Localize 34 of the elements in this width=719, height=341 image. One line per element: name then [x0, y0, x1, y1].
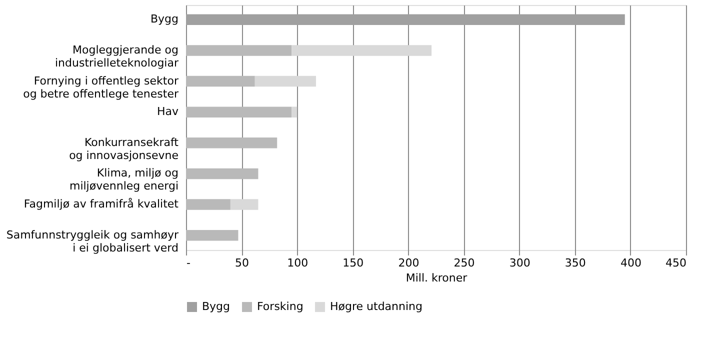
- legend-label: Høgre utdanning: [330, 300, 422, 313]
- y-tick-label: Mogleggjerande og industrielleteknologiar: [55, 43, 179, 70]
- bar: [230, 199, 258, 210]
- y-tick-label: Klima, miljø og miljøvennleg energi: [69, 166, 178, 193]
- y-tick-label: Hav: [156, 105, 179, 118]
- y-tick-label: Bygg: [150, 12, 178, 26]
- y-tick-label: Fornying i offentleg sektor og betre offentlege tenester: [23, 74, 179, 100]
- legend-label: Bygg: [202, 300, 230, 313]
- x-tick-label: 50: [235, 256, 250, 270]
- x-tick-label: 350: [564, 256, 586, 270]
- bar: [186, 106, 292, 118]
- x-tick-label: -: [186, 256, 190, 270]
- x-tick-label: 400: [620, 256, 642, 270]
- y-tick-label: Samfunnstryggleik og samhøyr i ei globalisert verd: [6, 228, 179, 254]
- bar: [292, 106, 298, 118]
- bar: [186, 168, 258, 180]
- x-tick-label: 250: [454, 256, 475, 270]
- bar: [186, 199, 230, 210]
- bar: [186, 76, 255, 87]
- bar: [186, 14, 625, 26]
- x-tick-label: 450: [666, 256, 686, 270]
- bar: [292, 45, 432, 56]
- bar: [254, 76, 316, 87]
- x-tick-label: 200: [398, 256, 420, 270]
- x-tick-label: 150: [342, 256, 364, 270]
- legend-label: Forsking: [257, 300, 304, 313]
- bar: [186, 230, 238, 241]
- x-tick-label: 300: [509, 256, 530, 270]
- y-tick-label: Konkurransekraft og innovasjonsevne: [69, 136, 180, 162]
- bar: [186, 45, 292, 56]
- y-tick-label: Fagmiljø av framifrå kvalitet: [24, 198, 180, 211]
- x-tick-label: 100: [287, 256, 308, 270]
- x-axis-title: Mill. kroner: [406, 272, 468, 284]
- bar: [186, 138, 278, 148]
